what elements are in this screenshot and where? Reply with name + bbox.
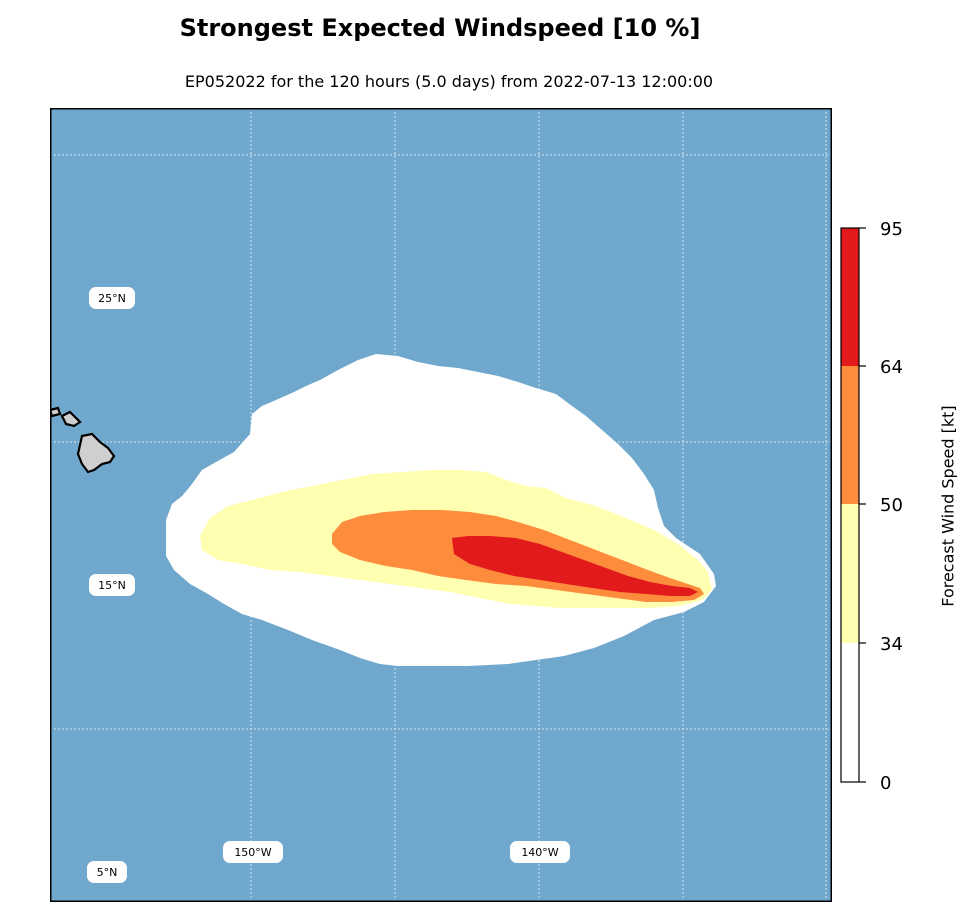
colorbar-segment-34-50 xyxy=(841,504,859,643)
label-text: 150°W xyxy=(234,846,271,859)
colorbar-label: Forecast Wind Speed [kt] xyxy=(938,405,958,607)
label-text: 140°W xyxy=(521,846,558,859)
map-frame xyxy=(50,108,832,902)
colorbar-tick-label: 34 xyxy=(880,634,903,655)
label-box xyxy=(89,574,135,596)
label-box xyxy=(89,287,135,309)
wind-probability-map: 25°N 15°N 5°N 150°W 140°W xyxy=(50,108,832,902)
colorbar-tick-label: 64 xyxy=(880,357,903,378)
lon-label-140w: 140°W xyxy=(510,841,570,863)
island-maui xyxy=(60,410,82,428)
colorbar-tick-label: 0 xyxy=(880,773,891,790)
label-box xyxy=(510,841,570,863)
colorbar-segment-64-95 xyxy=(841,228,859,366)
colorbar-tick-label: 95 xyxy=(880,220,903,240)
lat-label-5n: 5°N xyxy=(87,861,127,883)
lon-label-150w: 150°W xyxy=(223,841,283,863)
chart-title: Strongest Expected Windspeed [10 %] xyxy=(179,14,701,42)
island-big-island xyxy=(76,432,116,474)
label-text: 5°N xyxy=(97,866,118,879)
label-text: 25°N xyxy=(98,292,126,305)
colorbar-tick-label: 50 xyxy=(880,495,903,516)
label-box xyxy=(223,841,283,863)
lat-label-25n: 25°N xyxy=(89,287,135,309)
hawaii-islands xyxy=(50,406,116,474)
chart-subtitle: EP052022 for the 120 hours (5.0 days) fr… xyxy=(184,72,714,91)
colorbar-frame xyxy=(840,227,860,783)
colorbar-segment-0-34 xyxy=(841,643,859,782)
label-text: 15°N xyxy=(98,579,126,592)
colorbar-segment-50-64 xyxy=(841,366,859,504)
colorbar: 95 64 50 34 0 xyxy=(840,220,903,790)
label-box xyxy=(87,861,127,883)
swath-high-kt xyxy=(452,536,698,596)
lat-label-15n: 15°N xyxy=(89,574,135,596)
